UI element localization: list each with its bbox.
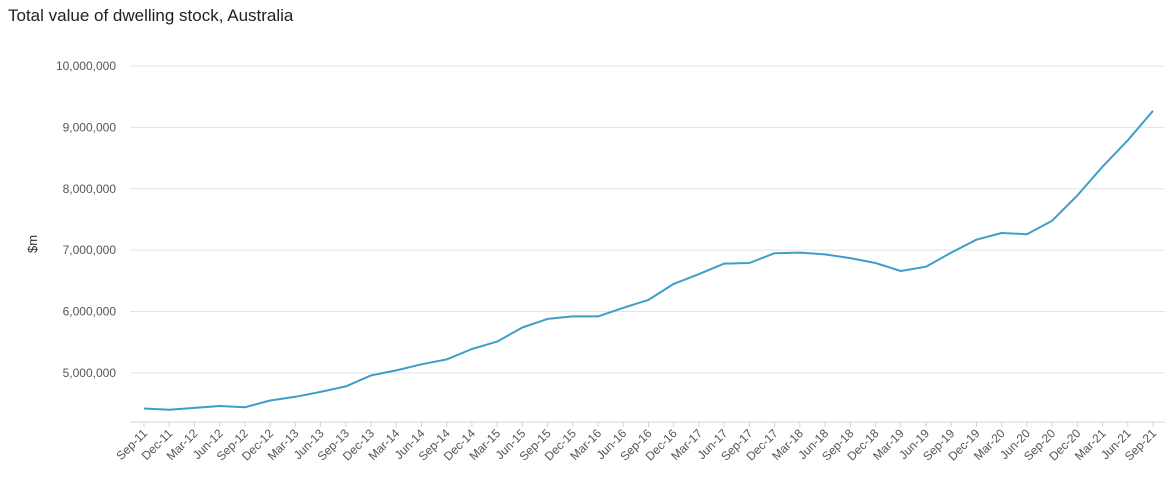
data-point bbox=[193, 407, 195, 409]
chart-title: Total value of dwelling stock, Australia bbox=[8, 6, 294, 25]
data-point bbox=[622, 307, 624, 309]
data-point bbox=[420, 363, 422, 365]
data-point bbox=[1127, 139, 1129, 141]
data-point bbox=[824, 253, 826, 255]
data-point bbox=[547, 318, 549, 320]
data-point bbox=[1152, 110, 1154, 112]
data-point bbox=[294, 396, 296, 398]
data-point bbox=[244, 406, 246, 408]
data-point bbox=[925, 266, 927, 268]
data-point bbox=[370, 374, 372, 376]
data-point bbox=[143, 407, 145, 409]
data-point bbox=[698, 273, 700, 275]
y-tick-label: 5,000,000 bbox=[63, 366, 117, 380]
y-tick-label: 7,000,000 bbox=[63, 243, 117, 257]
gridlines bbox=[130, 65, 1165, 423]
data-point bbox=[1051, 220, 1053, 222]
y-tick-label: 8,000,000 bbox=[63, 182, 117, 196]
data-point bbox=[168, 409, 170, 411]
y-tick-label: 6,000,000 bbox=[63, 305, 117, 319]
series-line bbox=[143, 110, 1154, 411]
data-point bbox=[597, 315, 599, 317]
data-point bbox=[1001, 232, 1003, 234]
data-point bbox=[799, 252, 801, 254]
data-point bbox=[446, 358, 448, 360]
data-point bbox=[219, 405, 221, 407]
data-point bbox=[975, 239, 977, 241]
series-layer bbox=[143, 110, 1154, 411]
data-point bbox=[875, 262, 877, 264]
data-point bbox=[572, 315, 574, 317]
y-axis-ticks: 5,000,000 6,000,000 7,000,000 8,000,000 9,00… bbox=[56, 59, 116, 380]
y-axis-label: $m bbox=[25, 235, 40, 253]
data-point bbox=[900, 270, 902, 272]
data-point bbox=[1076, 195, 1078, 197]
data-point bbox=[521, 326, 523, 328]
data-point bbox=[748, 262, 750, 264]
data-point bbox=[496, 341, 498, 343]
data-point bbox=[774, 252, 776, 254]
data-point bbox=[1026, 233, 1028, 235]
data-point bbox=[345, 385, 347, 387]
data-point bbox=[648, 299, 650, 301]
data-point bbox=[320, 391, 322, 393]
y-tick-label: 9,000,000 bbox=[63, 120, 117, 134]
data-point bbox=[673, 283, 675, 285]
data-point bbox=[471, 348, 473, 350]
data-point bbox=[950, 252, 952, 254]
data-point bbox=[1102, 166, 1104, 168]
data-point bbox=[395, 369, 397, 371]
data-point bbox=[849, 257, 851, 259]
y-tick-label: 10,000,000 bbox=[56, 59, 116, 73]
data-point bbox=[269, 400, 271, 402]
data-point bbox=[723, 263, 725, 265]
x-axis-ticks: Sep-11Dec-11Mar-12Jun-12Sep-12Dec-12Mar-… bbox=[113, 422, 1159, 463]
